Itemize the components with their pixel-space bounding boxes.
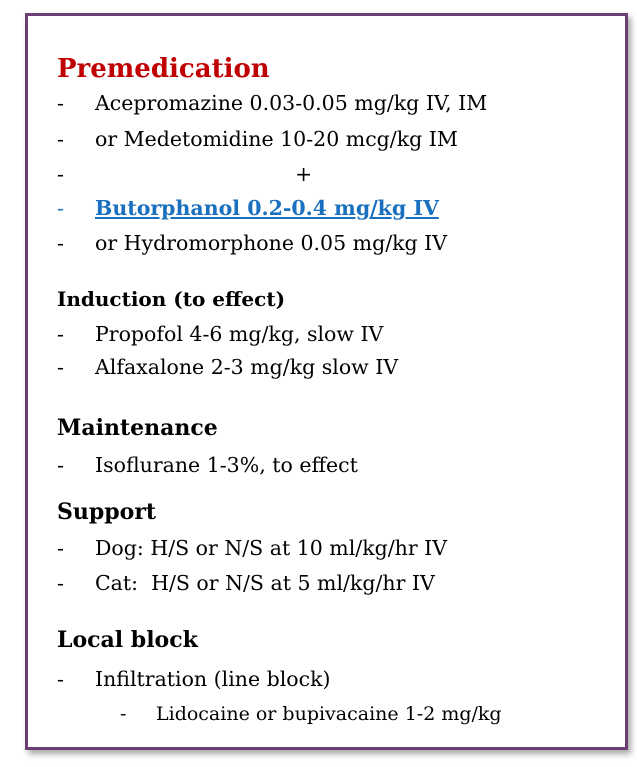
- item-text: Dog: H/S or N/S at 10 ml/kg/hr IV: [95, 536, 448, 560]
- bullet: -: [57, 667, 64, 691]
- item-text: Lidocaine or bupivacaine 1-2 mg/kg: [156, 703, 502, 725]
- content-box: [25, 13, 628, 750]
- bullet: -: [57, 355, 64, 379]
- bullet: -: [57, 196, 64, 220]
- item-text: or Medetomidine 10-20 mcg/kg IM: [95, 127, 458, 151]
- bullet: -: [57, 231, 64, 255]
- item-text: Propofol 4-6 mg/kg, slow IV: [95, 322, 384, 346]
- bullet: -: [57, 322, 64, 346]
- induction-heading: Induction (to effect): [57, 287, 286, 311]
- bullet: -: [120, 703, 127, 725]
- bullet: -: [57, 127, 64, 151]
- support-heading: Support: [57, 499, 157, 525]
- bullet: -: [57, 571, 64, 595]
- butorphanol-link[interactable]: Butorphanol 0.2-0.4 mg/kg IV: [95, 196, 439, 220]
- local-block-heading: Local block: [57, 627, 198, 653]
- item-text: Infiltration (line block): [95, 667, 331, 691]
- item-text: Alfaxalone 2-3 mg/kg slow IV: [95, 355, 399, 379]
- plus-sign: +: [295, 162, 313, 186]
- premedication-heading: Premedication: [57, 54, 270, 84]
- item-text: Acepromazine 0.03-0.05 mg/kg IV, IM: [95, 91, 488, 115]
- item-text: Cat: H/S or N/S at 5 ml/kg/hr IV: [95, 571, 435, 595]
- bullet: -: [57, 162, 64, 186]
- item-text: or Hydromorphone 0.05 mg/kg IV: [95, 231, 448, 255]
- bullet: -: [57, 91, 64, 115]
- maintenance-heading: Maintenance: [57, 415, 218, 441]
- item-text: Isoflurane 1-3%, to effect: [95, 453, 358, 477]
- bullet: -: [57, 453, 64, 477]
- bullet: -: [57, 536, 64, 560]
